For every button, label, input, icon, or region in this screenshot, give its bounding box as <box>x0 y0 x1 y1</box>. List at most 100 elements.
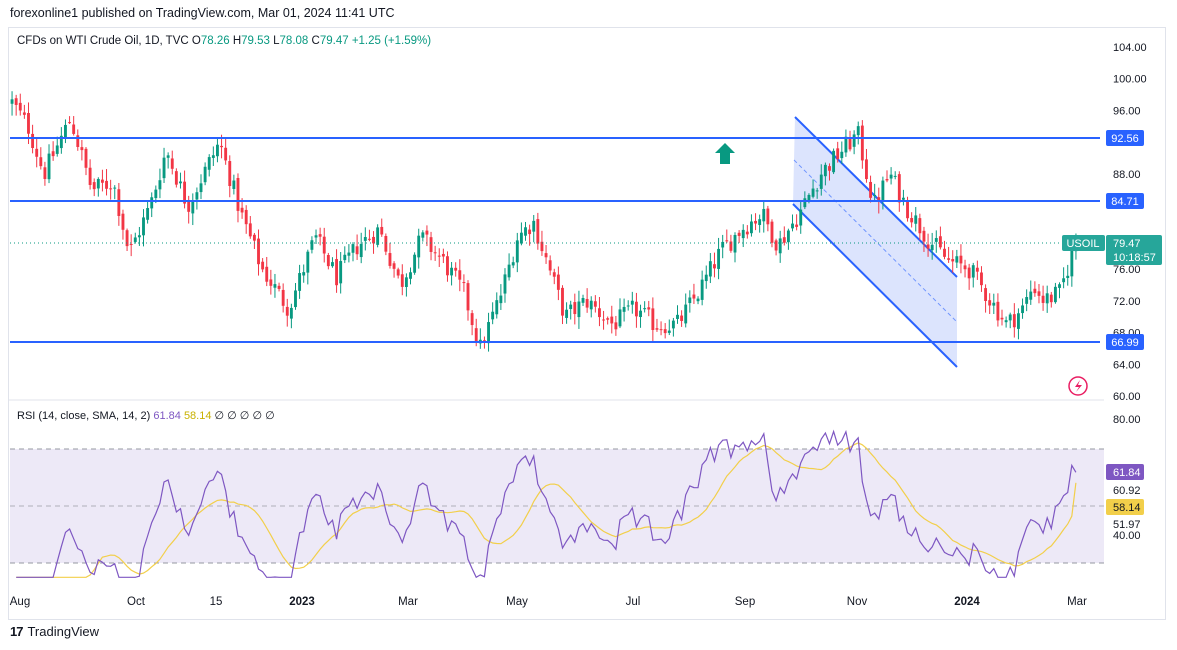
candle-body[interactable] <box>409 272 412 279</box>
candle-body[interactable] <box>647 307 651 310</box>
candle-body[interactable] <box>671 320 675 329</box>
candle-body[interactable] <box>18 102 22 111</box>
candle-body[interactable] <box>786 230 790 243</box>
candle-body[interactable] <box>199 183 203 193</box>
candle-body[interactable] <box>889 174 893 179</box>
candle-body[interactable] <box>109 188 113 190</box>
candle-body[interactable] <box>815 190 819 192</box>
candle-body[interactable] <box>955 256 959 263</box>
candle-body[interactable] <box>519 232 523 244</box>
candle-body[interactable] <box>881 180 885 202</box>
candle-body[interactable] <box>174 171 178 185</box>
candle-body[interactable] <box>121 213 125 230</box>
candle-body[interactable] <box>351 244 355 253</box>
candle-body[interactable] <box>733 234 737 253</box>
candle-body[interactable] <box>404 277 408 288</box>
candle-body[interactable] <box>1041 295 1045 303</box>
candle-body[interactable] <box>462 282 466 284</box>
flash-icon[interactable] <box>1068 376 1088 396</box>
candle-body[interactable] <box>458 270 462 280</box>
candle-body[interactable] <box>934 238 938 242</box>
candle-body[interactable] <box>72 124 76 134</box>
candle-body[interactable] <box>561 287 564 316</box>
candle-body[interactable] <box>363 237 367 241</box>
candle-body[interactable] <box>1053 286 1057 303</box>
candle-body[interactable] <box>589 300 593 310</box>
candle-body[interactable] <box>343 254 347 261</box>
candle-body[interactable] <box>975 267 979 272</box>
candle-body[interactable] <box>376 227 380 245</box>
candle-body[interactable] <box>1000 317 1004 320</box>
candle-body[interactable] <box>569 304 573 310</box>
candle-body[interactable] <box>100 179 104 183</box>
rsi-label[interactable]: RSI (14, close, SMA, 14, 2) <box>17 410 151 422</box>
candle-body[interactable] <box>232 180 236 189</box>
candle-body[interactable] <box>873 194 877 196</box>
candle-body[interactable] <box>22 112 26 115</box>
candle-body[interactable] <box>528 229 532 235</box>
candle-body[interactable] <box>667 330 671 333</box>
candle-body[interactable] <box>55 145 59 154</box>
candle-body[interactable] <box>113 187 117 189</box>
candle-body[interactable] <box>548 260 552 271</box>
candle-body[interactable] <box>195 192 199 200</box>
candle-body[interactable] <box>400 274 404 287</box>
candle-body[interactable] <box>380 226 384 235</box>
candle-body[interactable] <box>216 144 219 157</box>
candle-body[interactable] <box>1008 314 1012 321</box>
candle-body[interactable] <box>499 295 503 304</box>
candle-body[interactable] <box>754 220 757 224</box>
candle-body[interactable] <box>598 308 601 318</box>
candle-body[interactable] <box>774 240 778 251</box>
candle-body[interactable] <box>1045 293 1049 304</box>
candle-body[interactable] <box>236 178 240 211</box>
candle-body[interactable] <box>577 301 581 318</box>
candle-body[interactable] <box>877 197 881 203</box>
candle-body[interactable] <box>581 298 585 303</box>
candle-body[interactable] <box>1017 313 1020 329</box>
candle-body[interactable] <box>606 318 610 320</box>
candle-body[interactable] <box>487 322 490 344</box>
candle-body[interactable] <box>166 155 170 158</box>
candle-body[interactable] <box>524 227 527 236</box>
candle-body[interactable] <box>1029 291 1033 300</box>
candle-body[interactable] <box>996 301 1000 321</box>
candle-body[interactable] <box>252 234 256 241</box>
candle-body[interactable] <box>758 219 762 225</box>
candle-body[interactable] <box>129 244 133 246</box>
candle-body[interactable] <box>988 300 992 306</box>
candle-body[interactable] <box>331 262 334 267</box>
candle-body[interactable] <box>396 269 400 276</box>
candle-body[interactable] <box>947 258 951 260</box>
candle-body[interactable] <box>158 180 162 190</box>
candle-body[interactable] <box>544 253 548 258</box>
candle-body[interactable] <box>1021 305 1024 314</box>
candle-body[interactable] <box>207 157 211 170</box>
candle-body[interactable] <box>388 253 392 266</box>
candle-body[interactable] <box>807 194 811 201</box>
candle-body[interactable] <box>88 167 92 185</box>
candle-body[interactable] <box>220 145 223 148</box>
candle-body[interactable] <box>211 155 215 158</box>
candle-body[interactable] <box>630 300 634 305</box>
candle-body[interactable] <box>832 150 836 173</box>
candle-body[interactable] <box>417 235 421 258</box>
candle-body[interactable] <box>31 133 35 148</box>
candle-body[interactable] <box>766 208 770 225</box>
candle-body[interactable] <box>257 238 260 265</box>
candle-body[interactable] <box>963 265 967 270</box>
candle-body[interactable] <box>565 309 569 318</box>
candle-body[interactable] <box>992 302 996 306</box>
rsi-sma-line[interactable] <box>16 442 1077 578</box>
candle-body[interactable] <box>265 266 269 282</box>
candle-body[interactable] <box>836 148 840 159</box>
candle-body[interactable] <box>910 218 914 223</box>
candle-body[interactable] <box>688 297 692 304</box>
candle-body[interactable] <box>622 306 626 312</box>
candle-body[interactable] <box>170 158 174 169</box>
candle-body[interactable] <box>1004 320 1008 323</box>
candle-body[interactable] <box>137 235 141 238</box>
candle-body[interactable] <box>326 255 330 267</box>
candle-body[interactable] <box>811 188 815 197</box>
